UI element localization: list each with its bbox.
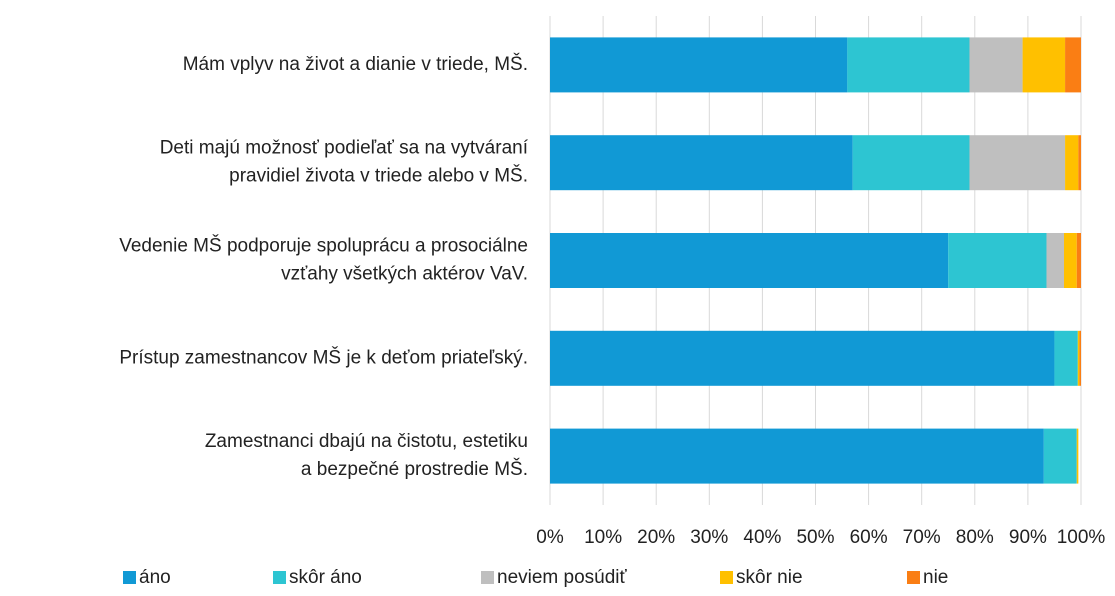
- bar-segment: [1064, 233, 1077, 288]
- x-tick-label: 10%: [584, 527, 622, 548]
- bar-segment: [948, 233, 1047, 288]
- category-label: pravidiel života v triede alebo v MŠ.: [229, 165, 528, 187]
- x-tick-label: 50%: [796, 527, 834, 548]
- x-tick-label: 90%: [1009, 527, 1047, 548]
- legend-swatch: [720, 571, 733, 584]
- category-label: a bezpečné prostredie MŠ.: [301, 458, 528, 480]
- legend-swatch: [273, 571, 286, 584]
- bar-segment: [1076, 233, 1081, 288]
- bar-segment: [847, 37, 970, 93]
- bar-segment: [1078, 135, 1081, 191]
- legend-label: skôr nie: [736, 567, 803, 588]
- bar-segment: [1022, 37, 1066, 93]
- bar-segment: [969, 37, 1023, 93]
- legend-label: nie: [923, 567, 948, 588]
- bar-segment: [550, 233, 949, 288]
- bar-segment: [1065, 135, 1079, 191]
- category-label: vzťahy všetkých aktérov VaV.: [281, 264, 528, 285]
- x-tick-label: 30%: [690, 527, 728, 548]
- legend-label: neviem posúdiť: [497, 567, 628, 588]
- x-tick-label: 100%: [1057, 527, 1106, 548]
- category-label: Deti majú možnosť podieľať sa na vytvára…: [160, 138, 529, 159]
- x-tick-label: 80%: [956, 527, 994, 548]
- bar-segment: [1079, 330, 1081, 386]
- bar-segment: [550, 330, 1055, 386]
- bar-segment: [1077, 330, 1080, 386]
- bar-segment: [550, 428, 1044, 484]
- category-label: Zamestnanci dbajú na čistotu, estetiku: [205, 431, 528, 452]
- x-tick-label: 20%: [637, 527, 675, 548]
- x-tick-label: 70%: [903, 527, 941, 548]
- bar-segment: [1076, 428, 1079, 484]
- x-tick-label: 40%: [743, 527, 781, 548]
- legend-label: skôr áno: [289, 567, 362, 588]
- category-label: Mám vplyv na život a dianie v triede, MŠ…: [183, 53, 528, 75]
- bar-segment: [550, 37, 848, 93]
- category-label: Prístup zamestnancov MŠ je k deťom priat…: [119, 346, 528, 368]
- bar-segment: [1065, 37, 1081, 93]
- bar-segment: [852, 135, 970, 191]
- legend-label: áno: [139, 567, 171, 588]
- bar-segment: [1054, 330, 1078, 386]
- bar-segment: [550, 135, 853, 191]
- bar-segment: [1046, 233, 1065, 288]
- legend-swatch: [481, 571, 494, 584]
- legend-swatch: [907, 571, 920, 584]
- x-tick-label: 60%: [850, 527, 888, 548]
- bar-segment: [969, 135, 1066, 191]
- bar-segment: [1043, 428, 1077, 484]
- category-label: Vedenie MŠ podporuje spoluprácu a prosoc…: [119, 235, 528, 257]
- legend-swatch: [123, 571, 136, 584]
- x-tick-label: 0%: [536, 527, 564, 548]
